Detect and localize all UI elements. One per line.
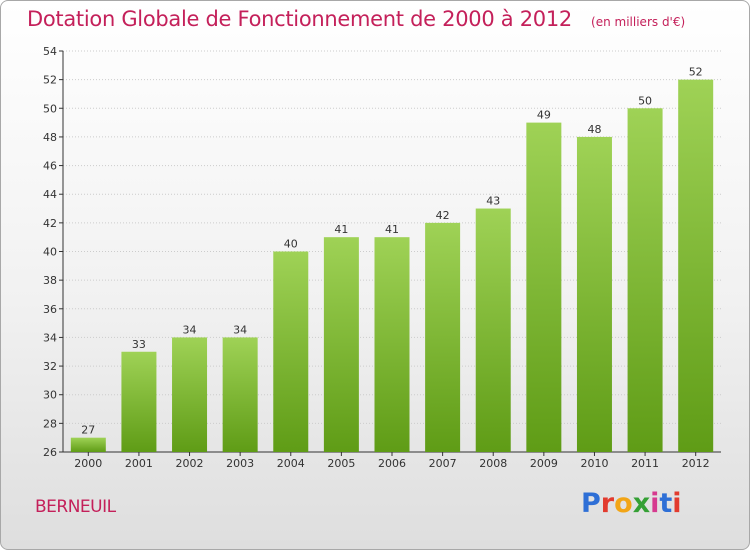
data-label: 52: [689, 66, 703, 79]
bar: [70, 437, 106, 452]
logo-letter: i: [672, 488, 682, 519]
x-tick-label: 2006: [378, 457, 406, 470]
x-tick-label: 2001: [125, 457, 153, 470]
data-label: 41: [385, 223, 399, 236]
data-label: 43: [486, 195, 500, 208]
bar: [678, 79, 714, 453]
x-tick-label: 2009: [530, 457, 558, 470]
y-tick-label: 48: [43, 131, 57, 144]
y-tick-label: 42: [43, 217, 57, 230]
bar: [576, 136, 612, 452]
logo-letter: P: [581, 488, 601, 519]
bar: [526, 122, 562, 452]
x-tick-label: 2000: [74, 457, 102, 470]
data-label: 34: [233, 323, 247, 336]
bar: [273, 251, 309, 452]
y-tick-label: 26: [43, 446, 57, 459]
y-tick-label: 34: [43, 331, 57, 344]
x-tick-label: 2003: [226, 457, 254, 470]
data-label: 49: [537, 109, 551, 122]
y-tick-label: 52: [43, 74, 57, 87]
x-tick-label: 2011: [631, 457, 659, 470]
bar: [222, 337, 258, 452]
y-tick-label: 30: [43, 389, 57, 402]
y-tick-label: 44: [43, 188, 57, 201]
y-tick-label: 50: [43, 102, 57, 115]
bar: [323, 237, 359, 452]
x-tick-label: 2002: [176, 457, 204, 470]
bar: [425, 222, 461, 452]
title-row: Dotation Globale de Fonctionnement de 20…: [27, 7, 685, 31]
bar: [374, 237, 410, 452]
data-label: 50: [638, 94, 652, 107]
x-tick-label: 2008: [479, 457, 507, 470]
y-tick-label: 54: [43, 45, 57, 58]
logo-letter: t: [659, 488, 673, 519]
data-label: 48: [587, 123, 601, 136]
bar: [172, 337, 208, 452]
chart-title: Dotation Globale de Fonctionnement de 20…: [27, 7, 572, 31]
x-tick-label: 2005: [327, 457, 355, 470]
y-tick-label: 46: [43, 160, 57, 173]
y-tick-label: 40: [43, 246, 57, 259]
data-label: 34: [183, 323, 197, 336]
x-tick-label: 2004: [277, 457, 305, 470]
x-tick-label: 2012: [682, 457, 710, 470]
x-tick-label: 2010: [580, 457, 608, 470]
data-label: 27: [81, 424, 95, 437]
logo-letter: x: [632, 488, 651, 519]
x-tick-label: 2007: [429, 457, 457, 470]
chart-unit-subtitle: (en milliers d'€): [591, 15, 686, 29]
y-tick-label: 38: [43, 274, 57, 287]
data-label: 40: [284, 238, 298, 251]
commune-name: BERNEUIL: [35, 497, 116, 517]
bar: [627, 108, 663, 453]
logo-letter: o: [614, 488, 633, 519]
data-label: 42: [436, 209, 450, 222]
proxiti-logo: Proxiti: [581, 488, 682, 519]
logo-letter: i: [650, 488, 660, 519]
y-tick-label: 36: [43, 303, 57, 316]
data-label: 41: [334, 223, 348, 236]
y-tick-label: 28: [43, 417, 57, 430]
y-tick-label: 32: [43, 360, 57, 373]
logo-letter: r: [600, 488, 615, 519]
bar: [121, 351, 157, 452]
bar: [475, 208, 511, 452]
data-label: 33: [132, 338, 146, 351]
